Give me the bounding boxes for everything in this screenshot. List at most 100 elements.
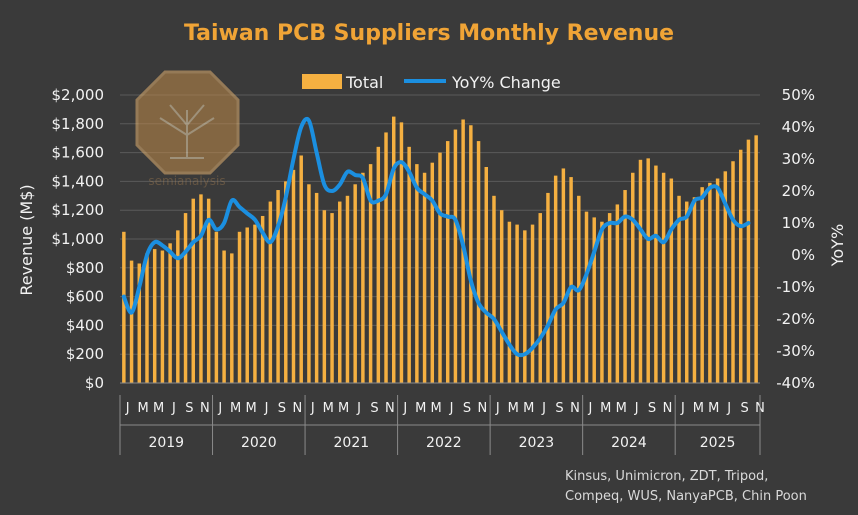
bar [276,190,280,383]
month-label: M [415,401,426,416]
legend-label-yoy: YoY% Change [451,73,561,92]
legend-label-total: Total [345,73,383,92]
legend: Total YoY% Change [302,73,561,92]
bar [561,168,566,383]
bar [230,253,234,383]
bar [692,197,697,383]
bar [399,122,404,384]
legend-swatch-total [302,74,342,89]
bar [122,231,126,383]
month-label: S [370,401,378,416]
month-label: S [648,401,656,416]
bar [445,141,450,383]
month-label: M [431,401,442,416]
bar [546,192,550,383]
year-label: 2021 [334,435,370,451]
bar [476,141,481,383]
watermark-logo: semianalysis [135,70,240,188]
month-label: S [278,401,286,416]
y-tick-label: $1,400 [52,172,105,190]
bar [638,159,643,383]
month-label: N [478,401,488,416]
bar [484,167,488,383]
bar [685,201,689,383]
month-label: M [323,401,334,416]
month-label: J [634,401,639,416]
y2-tick-label: 50% [782,86,815,104]
bar [469,125,473,384]
bar [361,172,365,383]
bar [669,178,674,383]
bar [600,221,604,383]
y-tick-label: $2,000 [52,86,105,104]
y-tick-label: $800 [66,259,104,277]
y2-tick-label: 30% [782,150,815,168]
month-label: J [402,401,407,416]
y-tick-label: $400 [66,316,104,334]
bar [530,224,535,383]
bar [284,181,288,383]
bar [392,116,396,383]
bar [384,132,388,383]
month-label: N [385,401,395,416]
y-tick-label: $1,800 [52,115,105,133]
bar [368,164,373,383]
bar [237,231,242,383]
bar [523,230,527,383]
y2-tick-label: 0% [791,246,815,264]
source-line-2: Compeq, WUS, NanyaPCB, Chin Poon [565,489,807,504]
y-tick-label: $1,000 [52,230,105,248]
bar [191,198,195,383]
bar [137,263,142,383]
month-label: M [153,401,164,416]
bar [708,182,712,383]
bar [430,162,435,383]
month-label: M [138,401,149,416]
month-label: J [356,401,361,416]
yoy-line [121,116,751,358]
watermark-text: semianalysis [148,174,225,188]
bar [168,243,172,383]
month-label: J [217,401,222,416]
year-label: 2019 [148,435,184,451]
bar [515,224,519,383]
bar [245,227,249,383]
month-label: M [338,401,349,416]
bar [507,221,512,383]
month-label: N [292,401,302,416]
bar [623,190,627,383]
bar [199,194,203,383]
y2-tick-label: -30% [776,342,815,360]
y2-tick-label: -20% [776,310,815,328]
bar [338,201,342,383]
chart-title: Taiwan PCB Suppliers Monthly Revenue [184,21,674,46]
bar [299,155,303,383]
month-label: J [587,401,592,416]
y-tick-label: $600 [66,288,104,306]
y2-tick-label: -10% [776,278,815,296]
bar [661,172,666,383]
y-tick-label: $1,600 [52,144,105,162]
bar [415,164,419,383]
bar [607,213,612,383]
month-label: S [740,401,748,416]
bar [731,161,735,383]
month-label: S [185,401,193,416]
line-layer [121,116,751,358]
month-label: N [200,401,210,416]
month-label: M [523,401,534,416]
bar [553,175,558,383]
year-label: 2024 [611,435,647,451]
bar [330,213,334,383]
bar [453,129,458,383]
bar [569,177,573,383]
bar [738,149,743,383]
month-label: M [693,401,704,416]
year-label: 2022 [426,435,462,451]
year-label: 2020 [241,435,277,451]
bar [291,169,296,383]
month-label: J [125,401,130,416]
bar [145,253,149,383]
bar [307,184,311,383]
bar [754,135,758,383]
